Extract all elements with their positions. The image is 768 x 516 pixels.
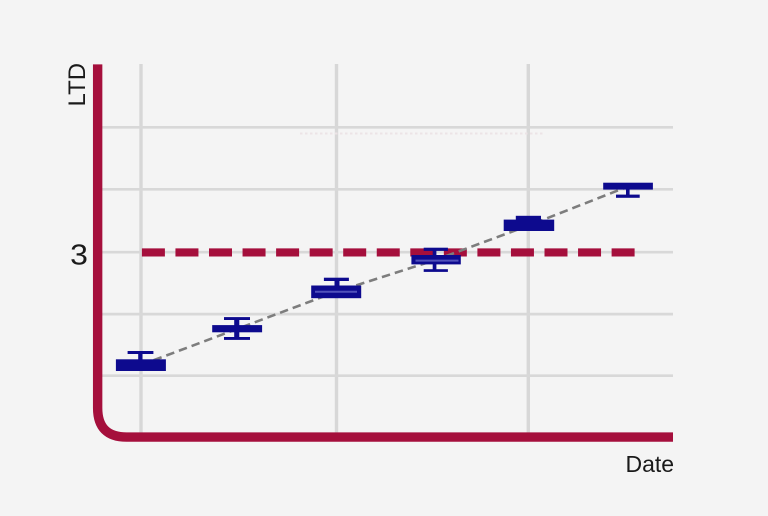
svg-text:Date: Date	[626, 451, 675, 477]
svg-text:3: 3	[70, 239, 88, 271]
svg-text:LTD: LTD	[64, 63, 91, 107]
